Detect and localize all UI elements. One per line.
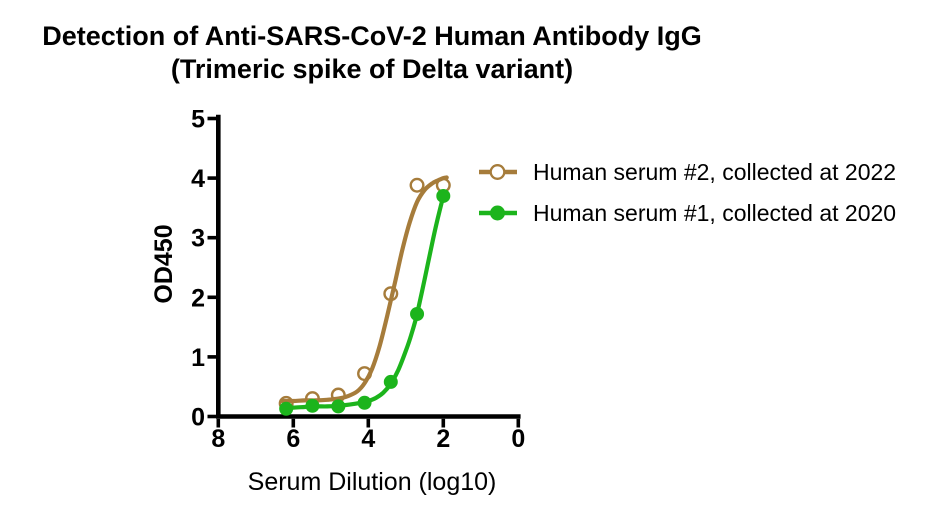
y-tick-label: 0 [191, 404, 205, 432]
x-tick-label: 8 [211, 425, 225, 453]
data-point-marker [305, 398, 320, 413]
x-tick-label: 6 [286, 425, 300, 453]
series-serum1-2020 [279, 188, 451, 416]
x-axis-title: Serum Dilution (log10) [248, 468, 497, 496]
series-serum2-2022 [278, 175, 451, 411]
data-point-marker [436, 188, 451, 203]
legend-entry-serum2: Human serum #2, collected at 2022 [479, 157, 896, 187]
legend-label-serum2: Human serum #2, collected at 2022 [533, 158, 897, 185]
series-layer [278, 175, 451, 416]
chart-title-line1: Detection of Anti-SARS-CoV-2 Human Antib… [42, 21, 702, 51]
x-tick-label: 4 [361, 425, 375, 453]
y-tick-label: 1 [191, 344, 205, 372]
y-tick-label: 3 [191, 225, 205, 253]
chart-title: Detection of Anti-SARS-CoV-2 Human Antib… [20, 20, 724, 86]
legend-label-serum1: Human serum #1, collected at 2020 [533, 199, 897, 226]
legend-entry-serum1: Human serum #1, collected at 2020 [479, 198, 896, 228]
axis-spines [216, 114, 521, 419]
data-point-marker [409, 177, 425, 193]
y-tick-label: 5 [191, 106, 205, 134]
data-point-marker [279, 401, 294, 416]
filled-circle-line-marker-icon [479, 205, 517, 221]
data-point-marker [410, 306, 425, 321]
open-circle-line-marker-icon [479, 164, 517, 180]
legend: Human serum #2, collected at 2022 Human … [479, 157, 896, 228]
y-tick-label: 4 [191, 165, 205, 193]
y-tick-label: 2 [191, 284, 205, 312]
fit-curve [280, 193, 446, 411]
data-point-marker [331, 399, 346, 414]
x-tick-label: 0 [511, 425, 525, 453]
x-tick-label: 2 [436, 425, 450, 453]
data-point-marker [383, 374, 398, 389]
y-axis-title: OD450 [150, 224, 178, 303]
axes-layer: 0 1 2 3 4 5 8 6 4 2 0 [191, 106, 525, 454]
data-point-marker [357, 395, 372, 410]
data-point-marker [357, 366, 373, 382]
chart-title-line2: (Trimeric spike of Delta variant) [170, 54, 574, 84]
data-point-marker [383, 286, 399, 302]
